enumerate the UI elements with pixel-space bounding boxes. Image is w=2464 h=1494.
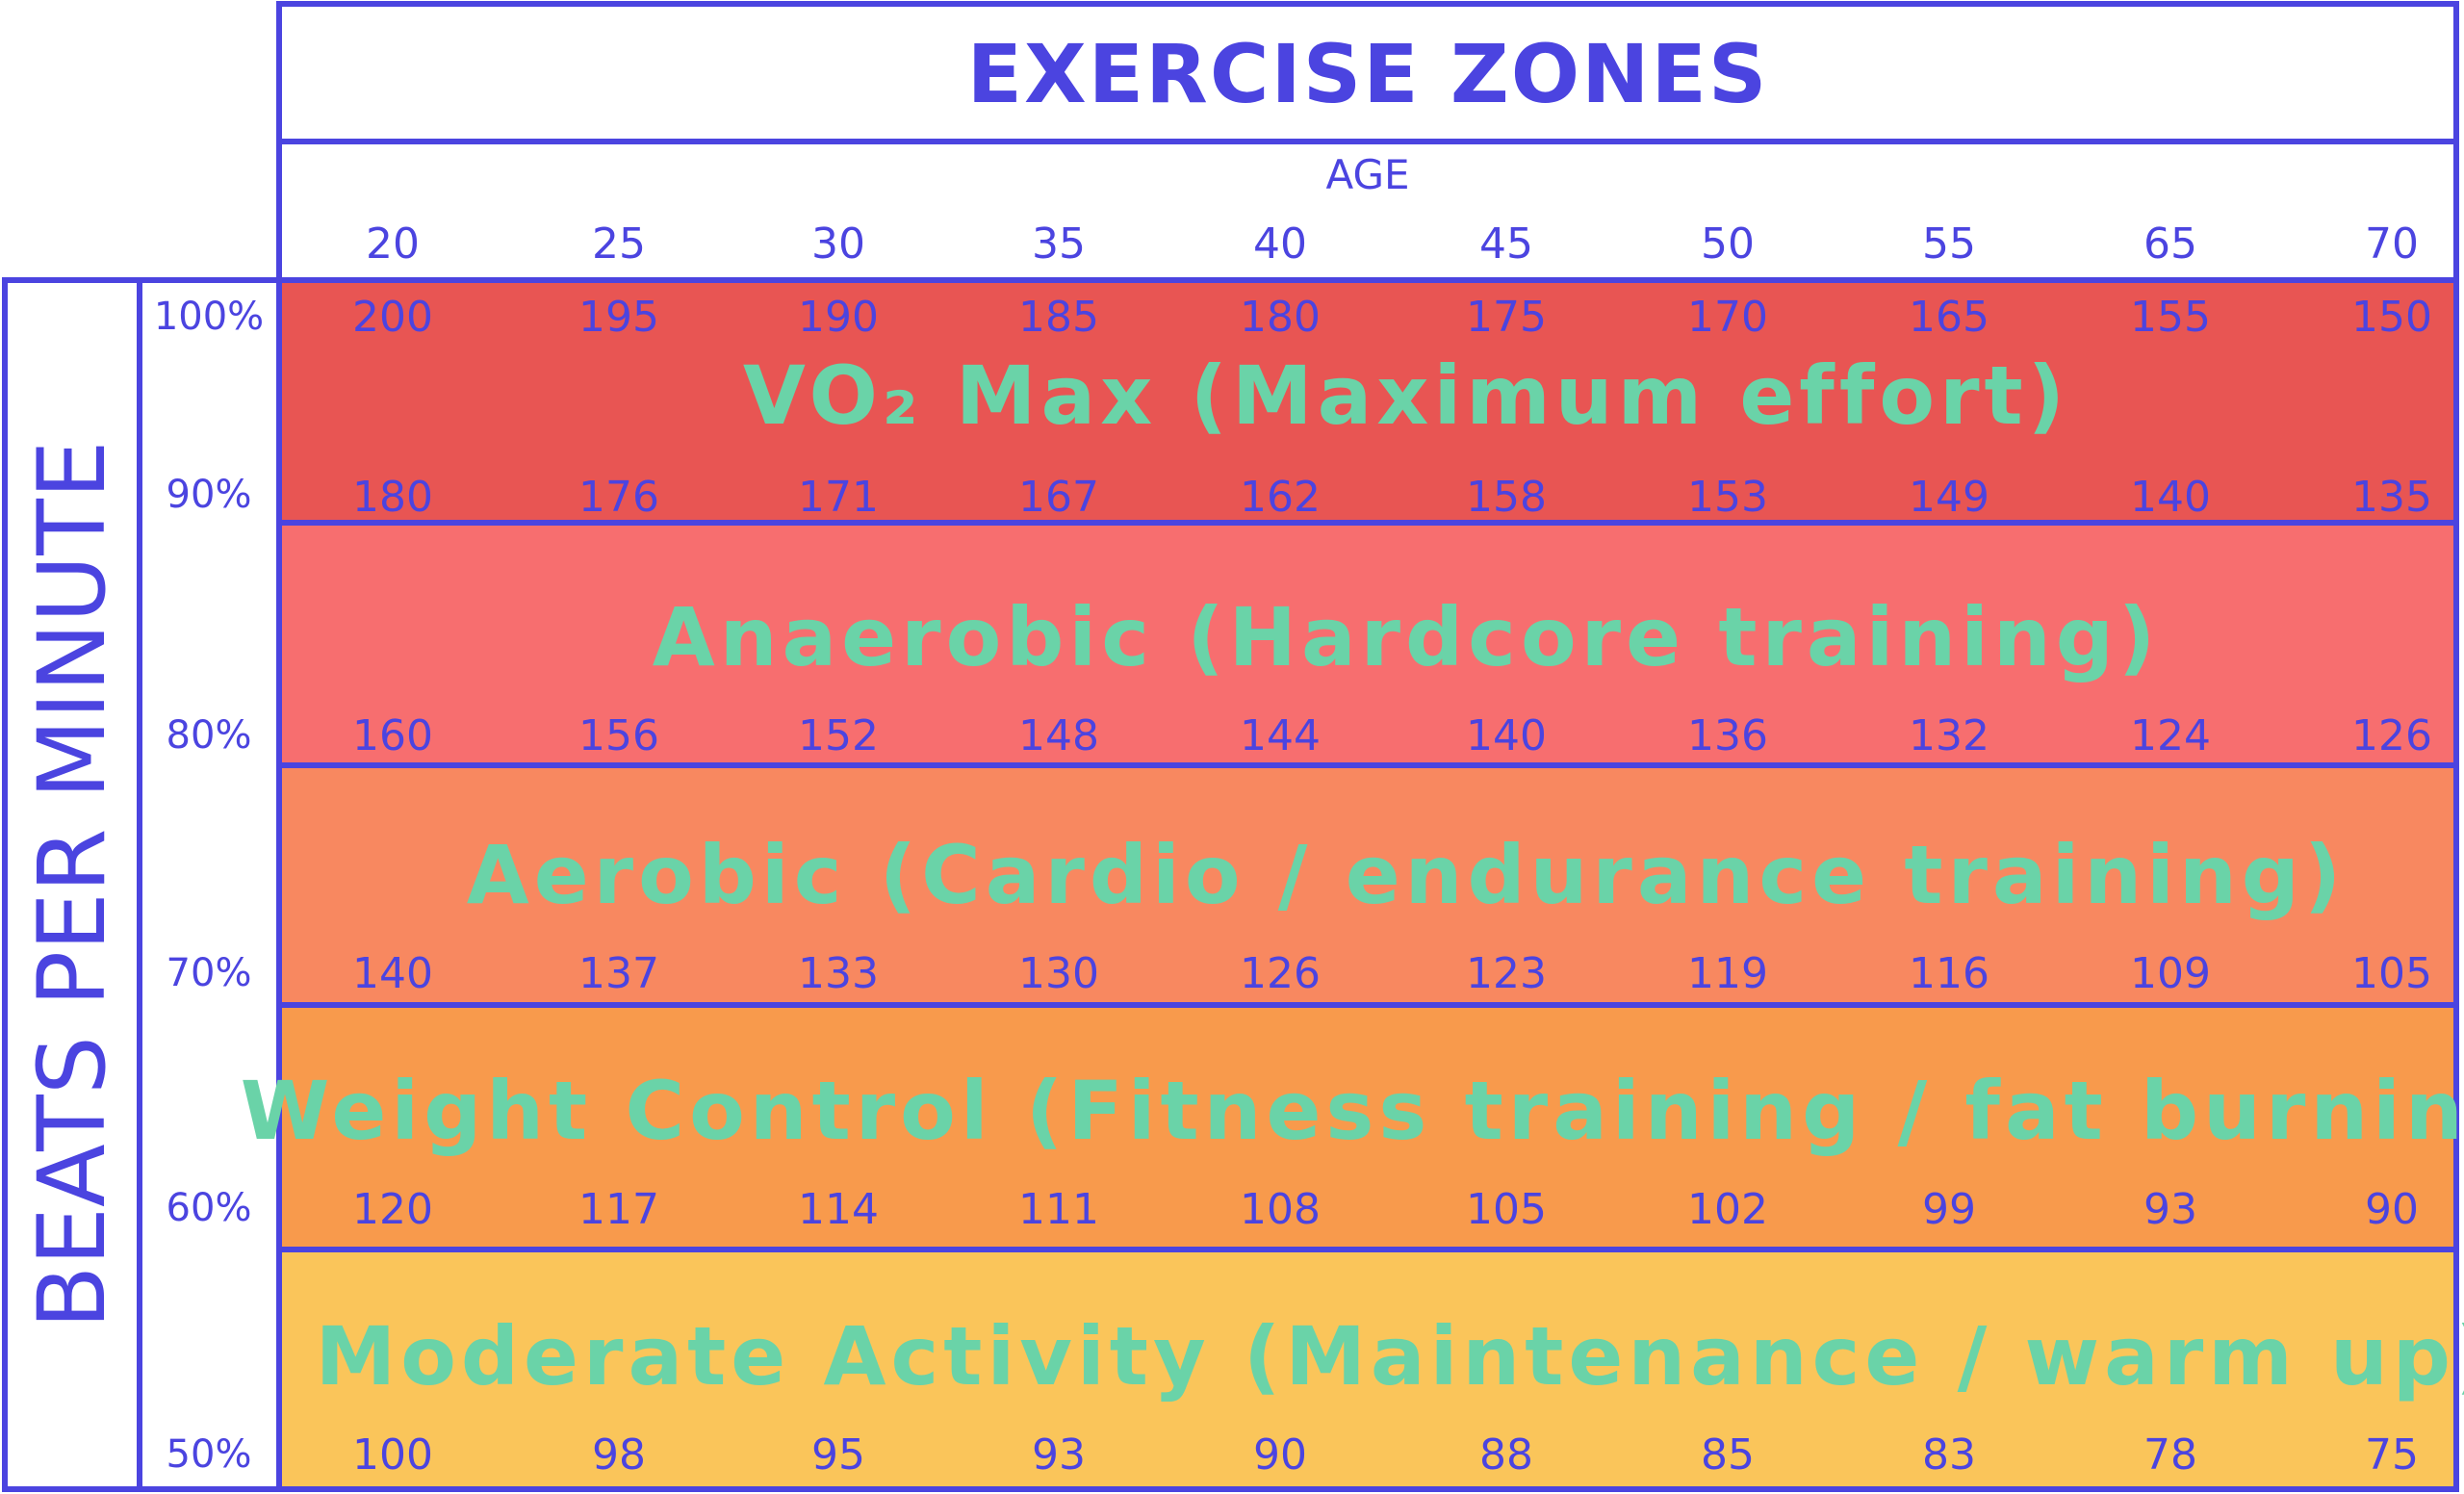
heart-rate-value: 98 [592, 1430, 646, 1480]
heart-rate-value: 140 [2130, 473, 2211, 522]
heart-rate-value: 180 [352, 473, 433, 522]
heart-rate-value: 99 [1922, 1185, 1976, 1234]
heart-rate-value: 88 [1479, 1430, 1533, 1480]
heart-rate-value: 171 [798, 473, 879, 522]
heart-rate-value: 90 [1253, 1430, 1307, 1480]
heart-rate-value: 136 [1687, 711, 1768, 760]
heart-rate-value: 170 [1687, 293, 1768, 342]
age-tick-label: 20 [366, 219, 420, 269]
heart-rate-value: 132 [1909, 711, 1989, 760]
percent-tick-label: 100% [154, 295, 264, 339]
age-tick-labels: 20 25 30 35 40 45 50 55 65 70 [366, 219, 2419, 269]
heart-rate-value: 137 [578, 949, 659, 998]
heart-rate-value: 140 [1466, 711, 1547, 760]
heart-rate-value: 117 [578, 1185, 659, 1234]
heart-rate-value: 95 [811, 1430, 865, 1480]
heart-rate-value: 190 [798, 293, 879, 342]
y-axis-label: BEATS PER MINUTE [18, 440, 126, 1328]
zone-band [279, 523, 2456, 765]
heart-rate-value: 152 [798, 711, 879, 760]
zone-label: Anaerobic (Hardcore training) [653, 590, 2161, 684]
heart-rate-value: 140 [352, 949, 433, 998]
age-tick-label: 50 [1701, 219, 1755, 269]
heart-rate-value: 105 [1466, 1185, 1547, 1234]
heart-rate-value: 123 [1466, 949, 1547, 998]
percent-tick-labels: 100% 90% 80% 70% 60% 50% [154, 295, 264, 1477]
heart-rate-value: 195 [578, 293, 659, 342]
age-tick-label: 55 [1922, 219, 1976, 269]
age-tick-label: 70 [2365, 219, 2419, 269]
heart-rate-value: 85 [1701, 1430, 1755, 1480]
heart-rate-value: 102 [1687, 1185, 1768, 1234]
zone-band [279, 1005, 2456, 1249]
zone-bands [279, 280, 2456, 1489]
heart-rate-value: 93 [2143, 1185, 2197, 1234]
heart-rate-value: 176 [578, 473, 659, 522]
heart-rate-value: 108 [1240, 1185, 1321, 1234]
chart-title: EXERCISE ZONES [967, 27, 1769, 121]
heart-rate-value: 149 [1909, 473, 1989, 522]
heart-rate-value: 158 [1466, 473, 1547, 522]
age-tick-label: 65 [2143, 219, 2197, 269]
heart-rate-value: 111 [1018, 1185, 1099, 1234]
heart-rate-value: 126 [2351, 711, 2432, 760]
heart-rate-value: 153 [1687, 473, 1768, 522]
percent-column-box [137, 277, 282, 1492]
heart-rate-value: 130 [1018, 949, 1099, 998]
percent-tick-label: 50% [167, 1432, 252, 1477]
heart-rate-value: 200 [352, 293, 433, 342]
heart-rate-value: 175 [1466, 293, 1547, 342]
heart-rate-value: 155 [2130, 293, 2211, 342]
zone-band [279, 765, 2456, 1005]
heart-rate-value: 93 [1032, 1430, 1086, 1480]
heart-rate-value: 133 [798, 949, 879, 998]
percent-tick-label: 60% [167, 1186, 252, 1230]
zone-label: Aerobic (Cardio / endurance training) [467, 828, 2347, 922]
heart-rate-value: 105 [2351, 949, 2432, 998]
heart-rate-value: 119 [1687, 949, 1768, 998]
heart-rate-value: 165 [1909, 293, 1989, 342]
zone-label: Moderate Activity (Maintenance / warm up… [316, 1309, 2464, 1404]
percent-tick-label: 80% [167, 713, 252, 758]
heart-rate-value: 144 [1240, 711, 1321, 760]
zone-labels: VO₂ Max (Maximum effort) Anaerobic (Hardc… [241, 348, 2464, 1404]
percent-tick-label: 90% [167, 473, 252, 517]
zone-band [279, 280, 2456, 523]
zone-label: Weight Control (Fitness training / fat b… [241, 1064, 2464, 1158]
heart-rate-value: 78 [2143, 1430, 2197, 1480]
heart-rate-value: 100 [352, 1430, 433, 1480]
heart-rate-value: 150 [2351, 293, 2432, 342]
heart-rate-value: 156 [578, 711, 659, 760]
heart-rate-value: 83 [1922, 1430, 1976, 1480]
heart-rate-value: 167 [1018, 473, 1099, 522]
age-tick-label: 25 [592, 219, 646, 269]
heart-rate-value: 124 [2130, 711, 2211, 760]
x-axis-label: AGE [1325, 151, 1409, 198]
age-tick-label: 40 [1253, 219, 1307, 269]
heart-rate-value: 90 [2365, 1185, 2419, 1234]
heart-rate-value: 135 [2351, 473, 2432, 522]
percent-tick-label: 70% [167, 951, 252, 995]
heart-rate-value: 116 [1909, 949, 1989, 998]
age-tick-label: 30 [811, 219, 865, 269]
heart-rate-value: 180 [1240, 293, 1321, 342]
heart-rate-value: 160 [352, 711, 433, 760]
heart-rate-values: 200 195 190 185 180 175 170 165 155 150 180 176 171 1… [352, 293, 2432, 1480]
heart-rate-value: 148 [1018, 711, 1099, 760]
heart-rate-value: 75 [2365, 1430, 2419, 1480]
heart-rate-value: 109 [2130, 949, 2211, 998]
heart-rate-value: 114 [798, 1185, 879, 1234]
age-tick-label: 35 [1032, 219, 1086, 269]
heart-rate-value: 120 [352, 1185, 433, 1234]
heart-rate-value: 126 [1240, 949, 1321, 998]
age-tick-label: 45 [1479, 219, 1533, 269]
heart-rate-value: 185 [1018, 293, 1099, 342]
zone-label: VO₂ Max (Maximum effort) [743, 348, 2069, 443]
heart-rate-value: 162 [1240, 473, 1321, 522]
zone-band [279, 1249, 2456, 1489]
